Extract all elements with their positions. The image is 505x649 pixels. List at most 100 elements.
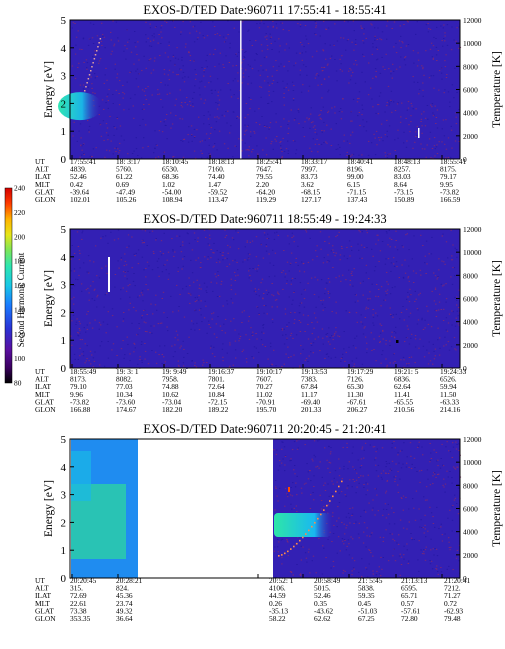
noise-speck [323, 78, 326, 80]
ephemeris-table: UTALTILATMLTGLATGLON18:55:498173.79.109.… [35, 367, 467, 414]
noise-speck [154, 304, 157, 306]
noise-speck [217, 275, 220, 276]
noise-speck [434, 155, 436, 157]
noise-speck [327, 91, 329, 93]
noise-speck [236, 261, 238, 263]
noise-speck [271, 283, 273, 284]
noise-speck [416, 308, 419, 310]
noise-speck [336, 481, 338, 483]
noise-speck [93, 261, 95, 263]
noise-speck [417, 309, 419, 311]
noise-speck [192, 26, 194, 28]
noise-speck [323, 547, 325, 549]
ephemeris-row-label: GLON [35, 614, 56, 623]
noise-speck [343, 255, 345, 257]
noise-speck [242, 349, 245, 351]
noise-speck [427, 363, 430, 365]
noise-speck [151, 332, 153, 334]
noise-speck [448, 313, 451, 315]
noise-speck [229, 344, 231, 346]
noise-speck [82, 230, 84, 232]
noise-speck [365, 494, 367, 496]
noise-speck [315, 466, 317, 468]
noise-speck [294, 312, 296, 314]
ephemeris-value: 8.64 [394, 180, 407, 189]
noise-speck [213, 333, 216, 335]
noise-speck [135, 70, 137, 72]
noise-speck [321, 573, 324, 575]
noise-speck [237, 232, 239, 234]
noise-speck [408, 521, 410, 523]
noise-speck [388, 102, 391, 104]
noise-speck [319, 350, 321, 352]
noise-speck [258, 313, 260, 315]
noise-speck [118, 104, 121, 106]
noise-speck [432, 115, 435, 117]
noise-speck [96, 275, 98, 277]
noise-speck [347, 512, 350, 514]
noise-speck [382, 508, 385, 510]
noise-speck [208, 137, 210, 139]
noise-speck [177, 360, 179, 362]
noise-speck [395, 332, 397, 334]
noise-speck [424, 559, 427, 561]
noise-speck [359, 257, 361, 259]
noise-speck [98, 114, 100, 116]
noise-speck [283, 363, 285, 365]
noise-speck [107, 139, 109, 141]
noise-speck [222, 252, 224, 254]
noise-speck [74, 358, 76, 360]
noise-speck [424, 262, 426, 264]
noise-speck [122, 287, 124, 289]
noise-speck [265, 245, 268, 247]
noise-speck [287, 89, 290, 91]
noise-speck [73, 303, 75, 305]
noise-speck [273, 238, 276, 240]
noise-speck [324, 43, 326, 45]
noise-speck [276, 27, 278, 29]
noise-speck [176, 74, 178, 76]
noise-speck [259, 124, 261, 126]
noise-speck [183, 348, 185, 350]
noise-speck [94, 351, 96, 353]
noise-speck [135, 137, 137, 139]
noise-speck [331, 493, 333, 495]
ephemeris-value: 6526. [440, 375, 457, 384]
noise-speck [405, 234, 407, 236]
noise-speck [390, 315, 392, 316]
noise-speck [134, 285, 136, 287]
ephemeris-value: -35.13 [269, 606, 288, 615]
noise-speck [147, 145, 149, 147]
noise-speck [179, 89, 181, 91]
noise-speck [194, 365, 196, 366]
noise-speck [397, 102, 399, 104]
noise-speck [200, 288, 202, 290]
noise-speck [76, 318, 78, 320]
noise-speck [320, 279, 323, 281]
noise-speck [104, 156, 106, 158]
noise-speck [198, 287, 200, 289]
noise-speck [334, 333, 336, 335]
noise-speck [103, 139, 105, 141]
noise-speck [427, 31, 430, 33]
noise-speck [290, 332, 293, 334]
noise-speck [215, 102, 217, 104]
noise-speck [281, 271, 283, 273]
noise-speck [218, 99, 221, 101]
noise-speck [271, 294, 273, 296]
noise-speck [278, 38, 280, 40]
noise-speck [327, 260, 329, 261]
noise-speck [436, 506, 438, 508]
noise-speck [263, 23, 265, 25]
noise-speck [222, 356, 224, 358]
noise-speck [322, 337, 324, 339]
noise-speck [94, 77, 96, 79]
noise-speck [332, 483, 334, 485]
noise-speck [354, 42, 357, 44]
noise-speck [188, 126, 190, 128]
noise-speck [431, 236, 433, 238]
noise-speck [272, 148, 274, 150]
noise-speck [125, 58, 127, 60]
noise-speck [113, 43, 116, 45]
noise-speck [235, 146, 237, 147]
